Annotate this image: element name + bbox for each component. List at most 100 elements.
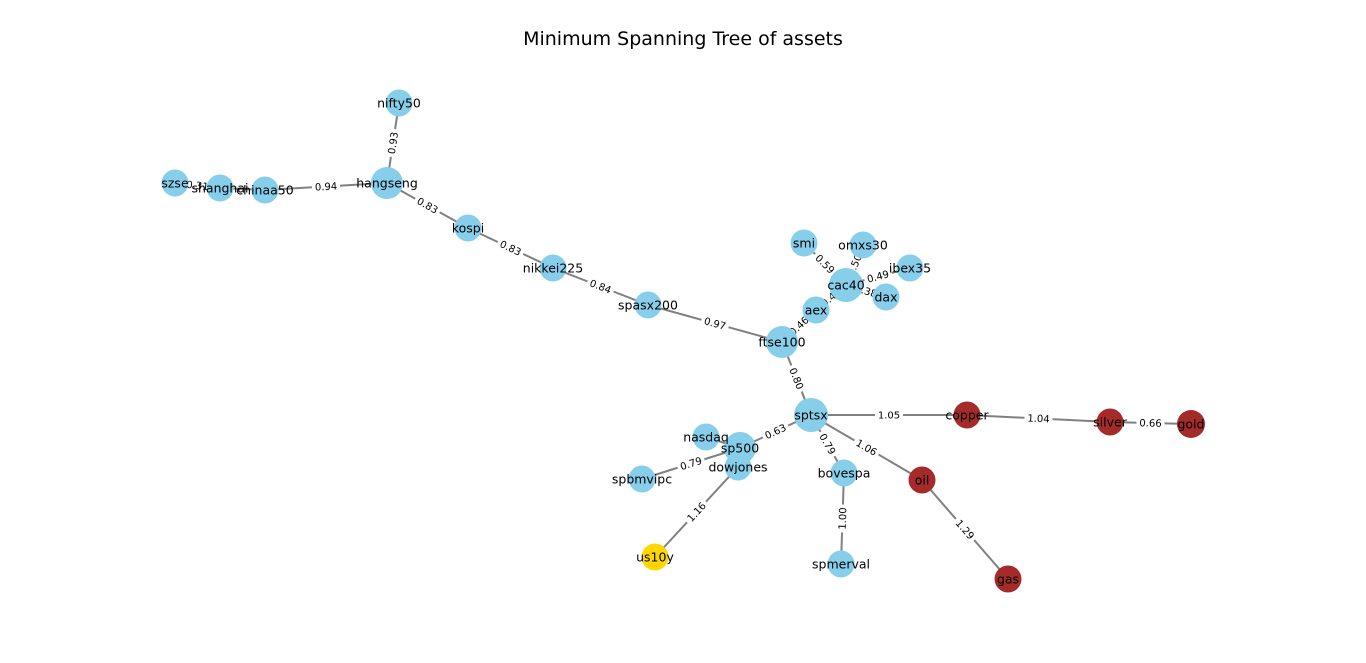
node-label-kospi: kospi	[452, 221, 484, 236]
node-label-gas: gas	[997, 572, 1019, 587]
edge-weight-bg	[494, 235, 527, 261]
edge-weight-bg	[584, 274, 617, 299]
node-label-nikkei225: nikkei225	[523, 261, 583, 276]
edge-weight-cac40-ibex35: 0.49	[862, 266, 894, 287]
edge-weight-bg	[182, 176, 213, 195]
nodes	[161, 89, 1205, 593]
edge-weight-silver-gold: 0.66	[1136, 415, 1165, 431]
edge-weight-bg	[862, 266, 894, 287]
node-label-spmerval: spmerval	[812, 557, 870, 572]
edge-weight-bg	[835, 504, 850, 533]
node-label-shanghai: shanghai	[191, 181, 248, 196]
node-bovespa	[830, 459, 858, 487]
edge-weight-bg	[810, 249, 840, 279]
edge-weight-hangseng-kospi: 0.83	[411, 192, 444, 219]
edge-weight-bg	[384, 128, 402, 158]
edge-weight-spasx200-ftse100: 0.97	[699, 313, 731, 334]
node-label-sptsx: sptsx	[794, 408, 827, 423]
node-chinaa50	[251, 176, 279, 204]
edge-weight-bg	[784, 362, 809, 395]
chart-title: Minimum Spanning Tree of assets	[523, 28, 843, 50]
edge-weight-sptsx-oil: 1.06	[850, 434, 883, 461]
node-label-nifty50: nifty50	[377, 96, 421, 111]
edge-weight-text: 0.66	[1139, 418, 1162, 430]
edge-weight-bg	[759, 419, 792, 444]
node-label-ibex35: ibex35	[889, 261, 931, 276]
node-label-bovespa: bovespa	[818, 466, 871, 481]
node-spasx200	[634, 291, 662, 319]
node-label-spasx200: spasx200	[618, 298, 678, 313]
node-label-dowjones: dowjones	[708, 460, 767, 475]
node-ibex35	[896, 254, 924, 282]
edge-weight-spbmvipc-sp500: 0.79	[675, 452, 707, 475]
edges	[174, 102, 1192, 580]
edge-weight-nikkei225-spasx200: 0.84	[584, 274, 617, 299]
node-label-copper: copper	[945, 408, 989, 423]
node-us10y	[641, 543, 669, 571]
node-gold	[1177, 410, 1205, 438]
node-label-smi: smi	[793, 236, 815, 251]
node-label-spbmvipc: spbmvipc	[612, 472, 672, 487]
edge-weight-text: 1.00	[838, 507, 850, 530]
node-label-chinaa50: chinaa50	[236, 183, 293, 198]
node-silver	[1096, 408, 1124, 436]
edge-weight-bg	[675, 452, 707, 475]
edge-weight-text: 1.04	[1027, 413, 1050, 425]
node-kospi	[454, 214, 482, 242]
edge-weight-bg	[950, 514, 980, 545]
edge-weight-sptsx-bovespa: 0.79	[814, 428, 841, 460]
node-nifty50	[385, 89, 413, 117]
node-label-nasdaq: nasdaq	[683, 430, 729, 445]
edge-weight-text: 0.83	[498, 239, 523, 258]
node-dowjones	[724, 453, 752, 481]
edge-weight-sptsx-sp500: 0.63	[759, 419, 792, 444]
edge-weight-bg	[814, 428, 841, 460]
edge-weight-bg	[699, 313, 731, 334]
edge-weight-text: 0.31	[186, 180, 209, 193]
node-szse	[161, 169, 189, 197]
edge-weight-kospi-nikkei225: 0.83	[494, 235, 527, 261]
node-label-ftse100: ftse100	[758, 335, 805, 350]
edge-weight-text: 0.63	[764, 423, 789, 442]
node-label-oil: oil	[915, 473, 930, 488]
node-spbmvipc	[628, 465, 656, 493]
node-dax	[872, 283, 900, 311]
node-aex	[802, 296, 830, 324]
edge-weight-bg	[411, 192, 444, 219]
node-label-aex: aex	[805, 303, 828, 318]
edge-weight-bovespa-spmerval: 1.00	[835, 504, 850, 533]
edge-weight-bg	[311, 178, 341, 195]
node-cac40	[829, 268, 863, 302]
node-smi	[790, 229, 818, 257]
node-label-dax: dax	[875, 290, 898, 305]
node-label-us10y: us10y	[636, 550, 674, 565]
node-label-omxs30: omxs30	[838, 238, 888, 253]
edge-weights: 0.930.31 0.940.830.830.840.97 0.460.430.59…	[182, 128, 1165, 545]
node-label-szse: szse	[161, 176, 189, 191]
edge-weight-bg	[875, 408, 903, 422]
edge-weight-bg	[1136, 415, 1165, 431]
node-label-gold: gold	[1178, 417, 1205, 432]
edge-weight-sptsx-copper: 1.05	[875, 408, 903, 422]
edge-weight-text: 0.93	[387, 131, 401, 155]
node-spmerval	[827, 550, 855, 578]
edge-weight-bg	[850, 434, 883, 461]
node-shanghai	[206, 174, 234, 202]
node-hangseng	[371, 167, 403, 199]
node-nasdaq	[692, 423, 720, 451]
node-oil	[908, 466, 936, 494]
edge-weight-bg	[681, 496, 712, 528]
edge-weight-hangseng-nifty50: 0.93	[384, 128, 402, 158]
edge-weight-szse-shanghai: 0.31	[182, 176, 213, 195]
edge-weight-text: 0.83	[415, 196, 440, 216]
node-label-sp500: sp500	[721, 441, 759, 456]
edge-weight-text: 1.05	[878, 411, 900, 422]
node-ftse100	[766, 326, 798, 358]
node-nikkei225	[539, 254, 567, 282]
edge-weight-text: 0.79	[816, 432, 837, 457]
node-sptsx	[794, 398, 828, 432]
edge-weight-text: 0.94	[315, 181, 338, 193]
